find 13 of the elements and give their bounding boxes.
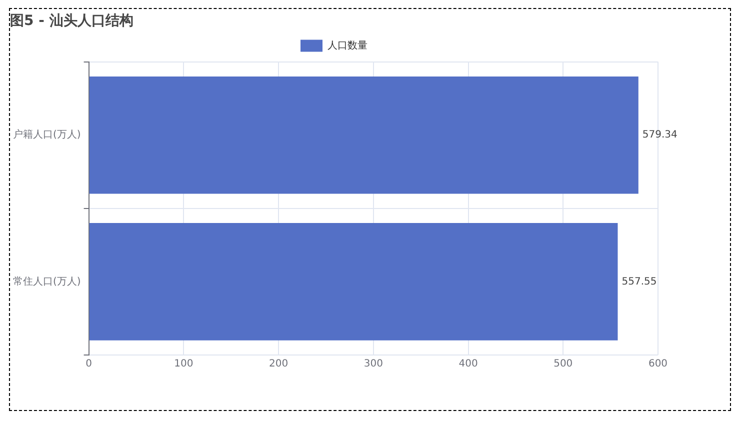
data-label: 557.55: [622, 276, 657, 288]
y-tick-label: 户籍人口(万人): [12, 128, 81, 141]
x-tick-label: 300: [364, 358, 383, 370]
data-label: 579.34: [642, 130, 678, 141]
x-tick-label: 400: [458, 358, 478, 370]
x-tick-label: 200: [268, 358, 288, 370]
legend-label: 人口数量: [328, 40, 368, 52]
x-tick-label: 500: [554, 358, 573, 370]
x-tick-label: 100: [174, 358, 194, 370]
x-tick-label: 0: [86, 358, 92, 370]
x-tick-label: 600: [648, 358, 668, 370]
chart-title: 图5 - 汕头人口结构: [10, 13, 134, 30]
y-tick-label: 常住人口(万人): [12, 275, 81, 288]
